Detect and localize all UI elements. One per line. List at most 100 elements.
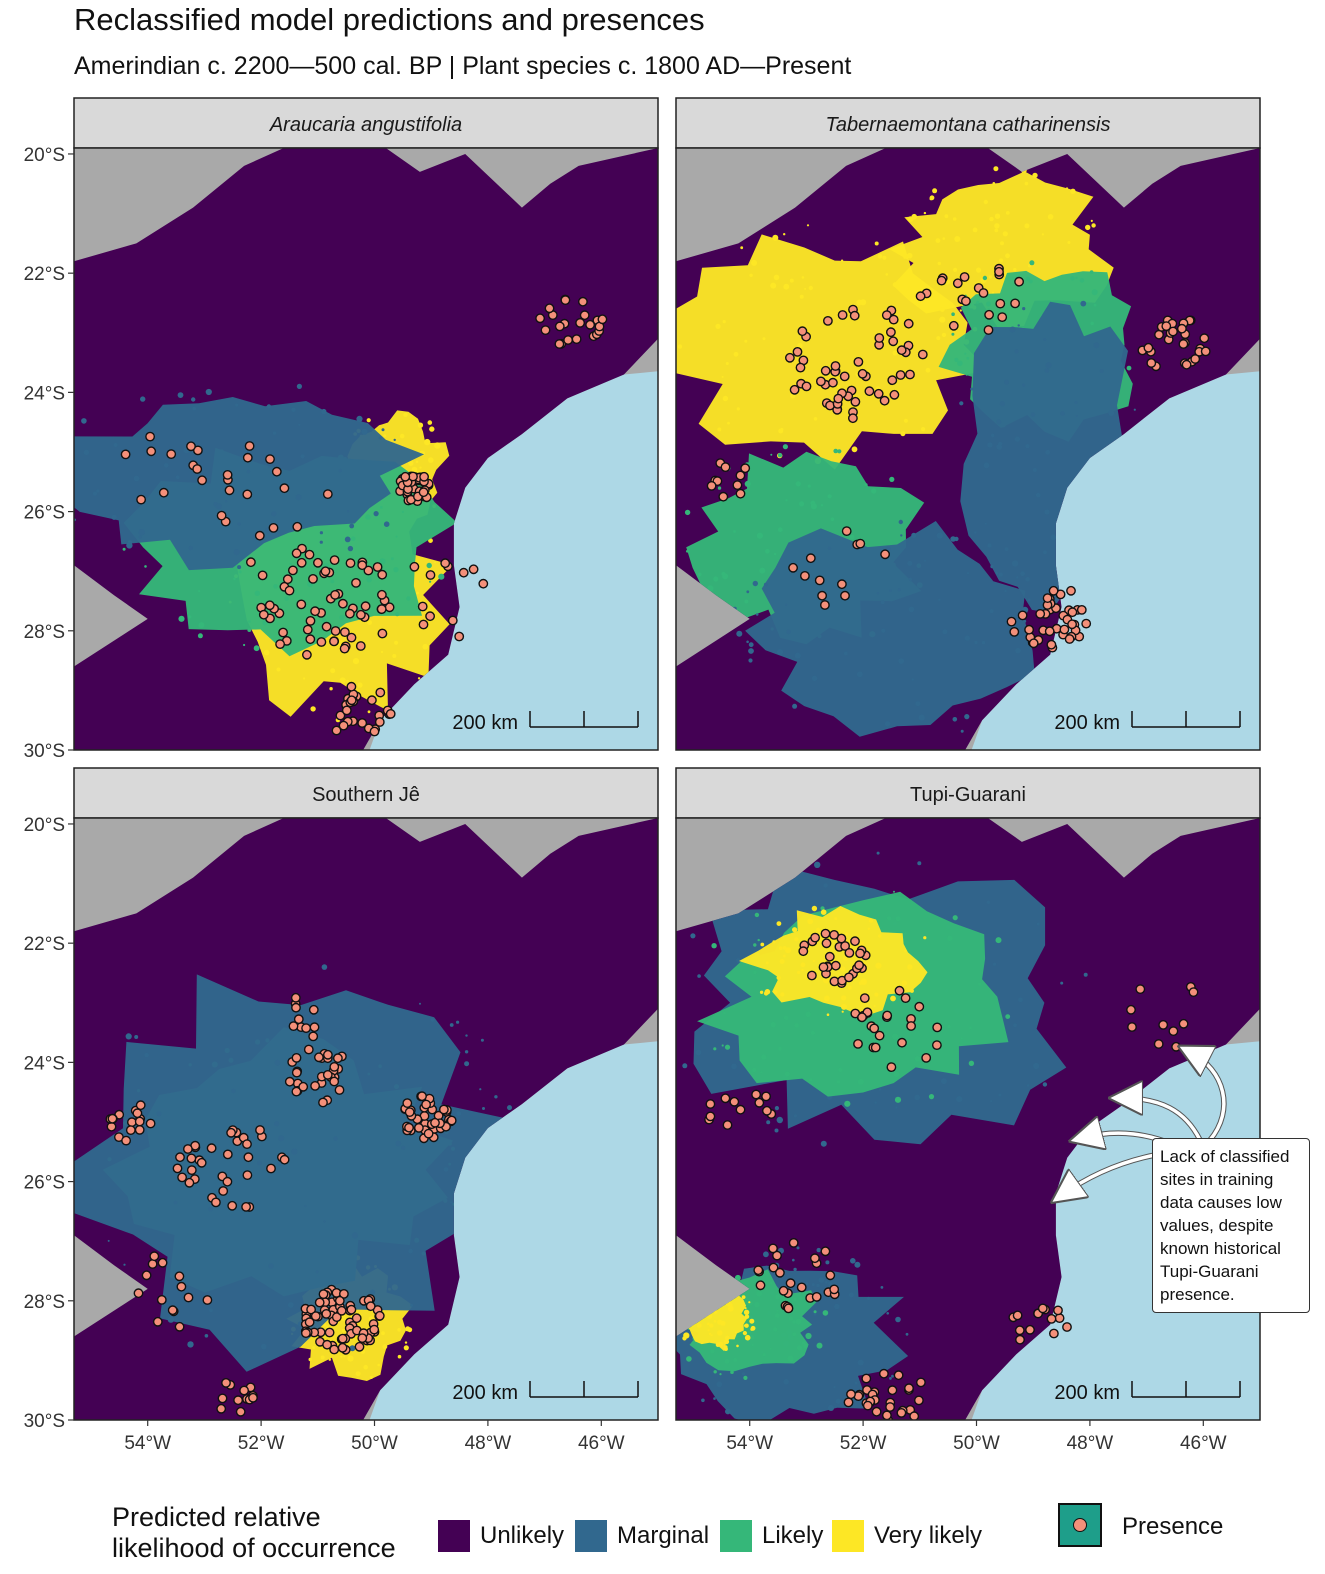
presence-point <box>850 936 860 947</box>
zone-speckle <box>911 532 917 539</box>
presence-point <box>916 1377 926 1388</box>
zone-speckle <box>824 996 828 999</box>
zone-speckle <box>1000 241 1004 246</box>
presence-point <box>841 526 852 536</box>
zone-speckle <box>1036 922 1040 926</box>
presence-point <box>183 1292 194 1303</box>
zone-speckle <box>710 1349 715 1354</box>
zone-speckle <box>763 582 768 587</box>
zone-speckle <box>826 1013 830 1016</box>
zone-speckle <box>841 995 847 1001</box>
zone-speckle <box>811 675 818 681</box>
zone-speckle <box>964 714 970 720</box>
zone-speckle <box>797 343 803 349</box>
legend-label-likely: Likely <box>762 1522 824 1549</box>
presence-point <box>235 1406 246 1417</box>
presence-point <box>413 1123 424 1133</box>
zone-speckle <box>915 510 918 513</box>
zone-speckle <box>736 1344 739 1348</box>
presence-point <box>1067 619 1078 630</box>
zone-speckle <box>834 917 837 920</box>
zone-speckle <box>966 356 970 360</box>
zone-speckle <box>762 1353 766 1357</box>
zone-speckle <box>1050 534 1057 541</box>
zone-speckle <box>415 460 419 464</box>
map-panel: Araucaria angustifolia 200 km 20°S 22°S 24°S… <box>24 97 659 762</box>
presence-point <box>248 1392 258 1403</box>
zone-speckle <box>178 615 185 622</box>
presence-point <box>870 1042 881 1053</box>
zone-speckle <box>970 387 974 391</box>
presence-point <box>172 1163 183 1174</box>
zone-speckle <box>776 975 781 980</box>
zone-speckle <box>667 959 670 962</box>
presence-point <box>855 538 866 549</box>
zone-speckle <box>814 861 821 868</box>
zone-speckle <box>797 970 801 975</box>
zone-speckle <box>999 401 1006 407</box>
zone-speckle <box>122 547 126 551</box>
zone-speckle <box>366 576 372 583</box>
y-tick-label: 24°S <box>24 383 65 404</box>
presence-point <box>888 314 899 325</box>
zone-speckle <box>261 1343 267 1350</box>
zone-speckle <box>889 1377 892 1380</box>
y-tick-label: 22°S <box>24 264 65 285</box>
presence-point <box>322 1049 333 1060</box>
presence-point <box>797 326 808 337</box>
presence-point <box>788 562 798 573</box>
zone-speckle <box>952 217 957 221</box>
zone-speckle <box>246 469 251 474</box>
zone-speckle <box>300 454 305 459</box>
presence-point <box>313 1052 324 1063</box>
zone-speckle <box>951 312 955 317</box>
zone-speckle <box>907 560 913 566</box>
zone-speckle <box>873 1004 876 1008</box>
presence-point <box>145 431 156 442</box>
zone-speckle <box>805 1282 809 1286</box>
presence-point <box>324 1327 335 1338</box>
presence-point <box>961 296 971 306</box>
zone-speckle <box>864 483 868 487</box>
zone-speckle <box>827 546 832 550</box>
presence-point <box>218 1186 229 1196</box>
y-tick-label: 24°S <box>24 1053 65 1074</box>
zone-speckle <box>998 572 1003 577</box>
legend-item-marginal: Marginal <box>575 1518 709 1554</box>
zone-speckle <box>198 590 201 593</box>
presence-point <box>146 446 157 457</box>
zone-speckle <box>377 1363 381 1367</box>
zone-speckle <box>760 942 765 947</box>
zone-speckle <box>268 465 271 468</box>
presence-point <box>305 634 316 645</box>
y-tick-label: 26°S <box>24 503 65 524</box>
presence-point <box>216 510 227 521</box>
presence-point <box>887 375 898 386</box>
presence-point <box>330 626 341 636</box>
zone-speckle <box>743 1375 748 1380</box>
zone-speckle <box>936 336 941 341</box>
zone-speckle <box>806 224 810 227</box>
zone-speckle <box>995 937 1002 944</box>
presence-point <box>1178 1018 1189 1029</box>
zone-speckle <box>959 309 962 312</box>
zone-speckle <box>416 591 419 595</box>
zone-speckle <box>990 564 994 569</box>
zone-speckle <box>860 299 867 306</box>
zone-speckle <box>697 974 701 978</box>
zone-speckle <box>964 635 970 641</box>
zone-speckle <box>998 1093 1002 1097</box>
presence-point <box>978 288 989 298</box>
presence-point <box>805 553 816 564</box>
zone-speckle <box>748 658 753 663</box>
zone-speckle <box>874 241 879 246</box>
zone-speckle <box>760 1071 763 1074</box>
zone-speckle <box>367 620 372 625</box>
y-tick-label: 20°S <box>24 145 65 166</box>
zone-speckle <box>757 938 760 942</box>
zone-speckle <box>818 1277 825 1283</box>
zone-speckle <box>969 1026 972 1030</box>
zone-speckle <box>111 514 117 520</box>
zone-speckle <box>1020 571 1025 577</box>
zone-speckle <box>198 622 205 629</box>
